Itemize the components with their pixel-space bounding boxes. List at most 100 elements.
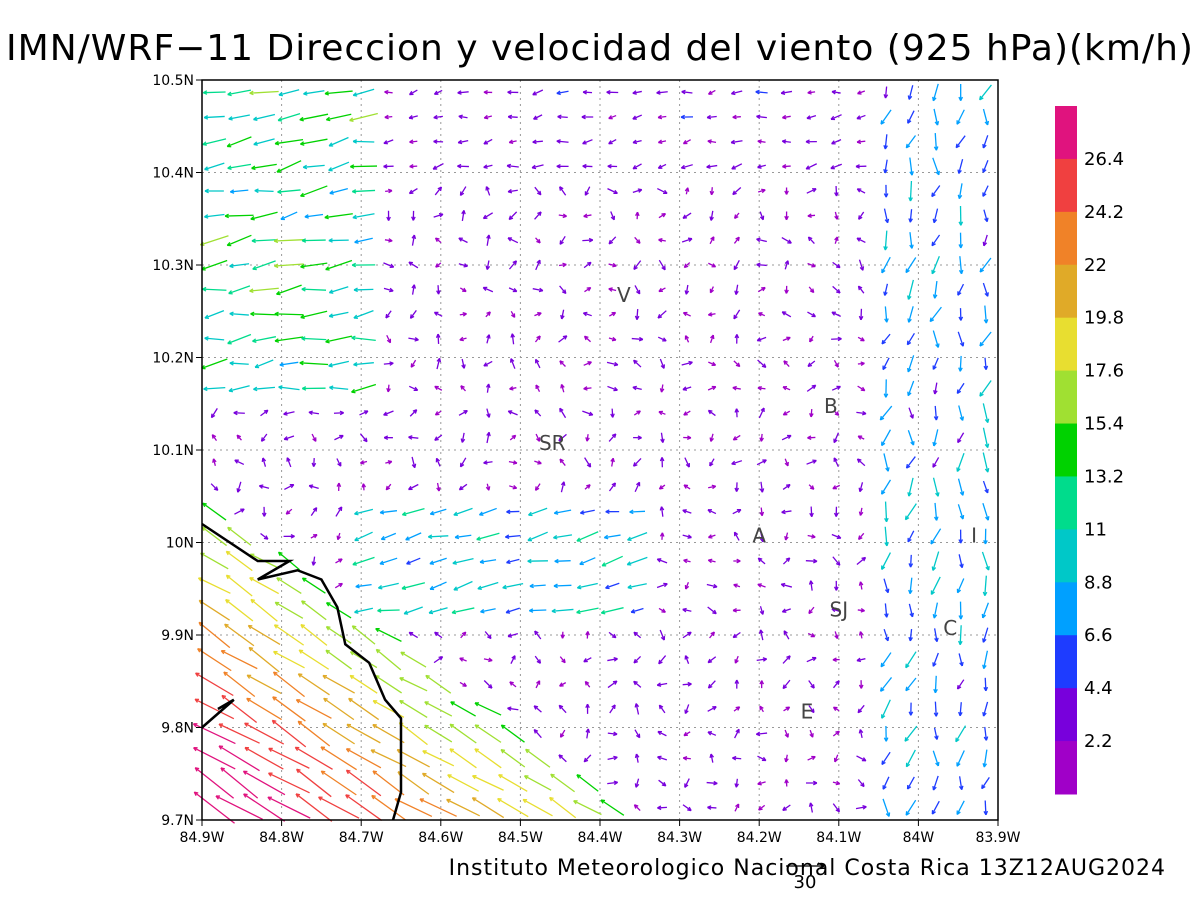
wind-vector — [328, 161, 350, 172]
wind-vector — [633, 680, 642, 688]
wind-vector — [434, 385, 443, 391]
wind-vector — [807, 360, 816, 367]
wind-vector — [410, 359, 417, 368]
wind-vector — [336, 532, 341, 541]
wind-vector — [607, 680, 618, 689]
wind-vector — [682, 607, 692, 613]
wind-vector — [956, 750, 965, 767]
wind-vector — [274, 601, 304, 619]
wind-vector — [583, 361, 592, 366]
wind-vector — [507, 89, 519, 95]
wind-vector — [509, 681, 517, 688]
wind-vector — [857, 285, 865, 294]
wind-vector — [879, 677, 893, 692]
wind-vector — [403, 606, 423, 615]
wind-vector — [408, 337, 419, 342]
map-title: IMN/WRF−11 Direccion y velocidad del vie… — [6, 28, 1194, 69]
wind-vector — [279, 361, 299, 367]
wind-vector — [250, 211, 278, 221]
colorbar-segment — [1055, 476, 1077, 530]
wind-vector — [353, 287, 374, 293]
colorbar-segment — [1055, 106, 1077, 160]
wind-vector — [805, 558, 818, 564]
reference-label: 30 — [794, 872, 817, 893]
wind-vector — [558, 335, 568, 343]
wind-vector — [856, 114, 866, 120]
wind-vector — [411, 210, 416, 221]
wind-vector — [681, 89, 693, 95]
wind-vector — [452, 557, 474, 565]
wind-vector — [807, 632, 816, 638]
wind-vector — [218, 723, 260, 744]
wind-vector — [580, 509, 595, 515]
wind-vector — [682, 534, 692, 539]
wind-vector — [858, 631, 864, 639]
wind-vector — [385, 188, 393, 194]
wind-vector — [435, 457, 441, 467]
wind-vector — [474, 724, 502, 743]
wind-vector — [253, 113, 276, 122]
wind-vector — [436, 285, 441, 295]
wind-vector — [881, 552, 892, 570]
wind-vector — [346, 723, 381, 744]
wind-vector — [534, 335, 541, 343]
wind-vector — [226, 234, 252, 247]
city-label: SJ — [830, 598, 849, 622]
wind-vector — [907, 380, 915, 397]
wind-vector — [607, 163, 618, 169]
wind-vector — [220, 767, 259, 799]
wind-vector — [355, 583, 372, 589]
wind-vector — [523, 775, 552, 791]
wind-vector — [759, 530, 765, 543]
wind-vector — [884, 501, 889, 523]
wind-vector — [632, 385, 642, 391]
wind-vector — [784, 211, 789, 221]
wind-vector — [400, 651, 427, 668]
wind-vector — [212, 458, 217, 467]
wind-vector — [633, 410, 641, 416]
wind-vector — [458, 263, 468, 268]
wind-vector — [228, 385, 250, 393]
wind-vector — [858, 211, 865, 220]
wind-vector — [982, 749, 988, 768]
wind-vector — [383, 410, 394, 416]
wind-vector — [277, 112, 301, 122]
wind-vector — [273, 238, 304, 244]
wind-vector — [807, 213, 816, 219]
wind-vector — [506, 163, 519, 169]
wind-vector — [809, 335, 814, 343]
wind-vector — [506, 558, 520, 565]
wind-vector — [236, 434, 242, 441]
wind-vector — [907, 477, 914, 497]
wind-vector — [460, 432, 466, 443]
wind-vector — [582, 89, 593, 95]
coastline — [201, 522, 403, 821]
wind-vector — [807, 262, 816, 268]
wind-vector — [204, 188, 224, 194]
wind-vector — [832, 556, 841, 566]
wind-vector — [218, 745, 260, 772]
wind-vector — [957, 504, 965, 520]
colorbar: 26.4 24.2 22 19.8 17.6 15.4 13.2 11 8.8 6.6 4.4 2.2 — [1055, 106, 1124, 795]
wind-vector — [733, 236, 740, 244]
wind-vector — [607, 755, 618, 761]
wind-vector — [931, 551, 940, 571]
wind-vector — [908, 209, 913, 223]
wind-vector — [732, 187, 742, 196]
wind-vector — [782, 483, 791, 490]
wind-vector — [684, 335, 690, 343]
wind-vector — [559, 285, 567, 295]
wind-vector — [658, 704, 666, 714]
wind-vector — [632, 114, 643, 120]
wind-vector — [297, 720, 331, 747]
wind-vector — [228, 114, 250, 121]
wind-vector — [225, 550, 253, 572]
wind-vector — [582, 410, 594, 416]
wind-vector — [756, 237, 767, 243]
city-label: E — [801, 699, 814, 723]
wind-vector — [933, 727, 939, 740]
wind-vector — [251, 163, 277, 171]
wind-vector — [328, 136, 349, 147]
wind-vector — [983, 726, 989, 741]
wind-vector — [680, 114, 694, 120]
